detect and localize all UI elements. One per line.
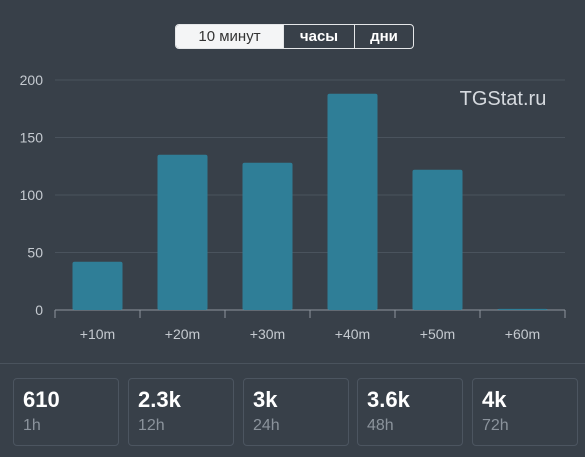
y-tick-label: 100 (20, 187, 44, 203)
stat-value: 610 (23, 387, 60, 412)
stat-card-48h: 3.6k 48h (357, 378, 463, 446)
stat-card-12h: 2.3k 12h (128, 378, 234, 446)
watermark: TGStat.ru (460, 88, 547, 110)
stat-label: 1h (23, 417, 41, 434)
toggle-hours[interactable]: часы (283, 25, 354, 48)
bar-plus-10m (72, 261, 123, 310)
section-divider (0, 363, 585, 364)
bars (72, 93, 548, 310)
stat-label: 48h (367, 417, 394, 434)
period-toggle: 10 минут часы дни (175, 24, 414, 49)
y-tick-label: 50 (27, 245, 43, 261)
y-tick-label: 200 (20, 72, 44, 88)
y-axis-ticks: 0 50 100 150 200 (20, 72, 44, 318)
x-tick-label: +30m (250, 326, 285, 342)
bar-chart: 0 50 100 150 200 +10m +20m +30m +40m +50m +60m TG… (20, 72, 566, 342)
x-tick-label: +10m (80, 326, 115, 342)
bar-plus-50m (412, 169, 463, 310)
stat-value: 2.3k (138, 387, 181, 412)
stat-value: 3k (253, 387, 278, 412)
x-tick-label: +20m (165, 326, 200, 342)
stat-label: 24h (253, 417, 280, 434)
x-axis-ticks: +10m +20m +30m +40m +50m +60m (54, 310, 566, 342)
x-tick-label: +60m (505, 326, 540, 342)
grid-lines (55, 79, 565, 311)
toggle-10-minutes[interactable]: 10 минут (176, 25, 283, 48)
bar-plus-20m (157, 154, 208, 310)
stat-value: 3.6k (367, 387, 410, 412)
x-tick-label: +40m (335, 326, 370, 342)
bar-plus-60m (497, 308, 548, 310)
stat-card-24h: 3k 24h (243, 378, 349, 446)
stat-card-1h: 610 1h (13, 378, 119, 446)
y-tick-label: 0 (35, 302, 43, 318)
stat-label: 72h (482, 417, 509, 434)
y-tick-label: 150 (20, 130, 44, 146)
x-tick-label: +50m (420, 326, 455, 342)
toggle-days[interactable]: дни (354, 25, 413, 48)
bar-plus-30m (242, 162, 293, 310)
stats-row: 610 1h 2.3k 12h 3k 24h 3.6k 48h 4k 72h (0, 378, 585, 448)
stat-value: 4k (482, 387, 507, 412)
stat-label: 12h (138, 417, 165, 434)
bar-plus-40m (327, 93, 378, 310)
stat-card-72h: 4k 72h (472, 378, 578, 446)
